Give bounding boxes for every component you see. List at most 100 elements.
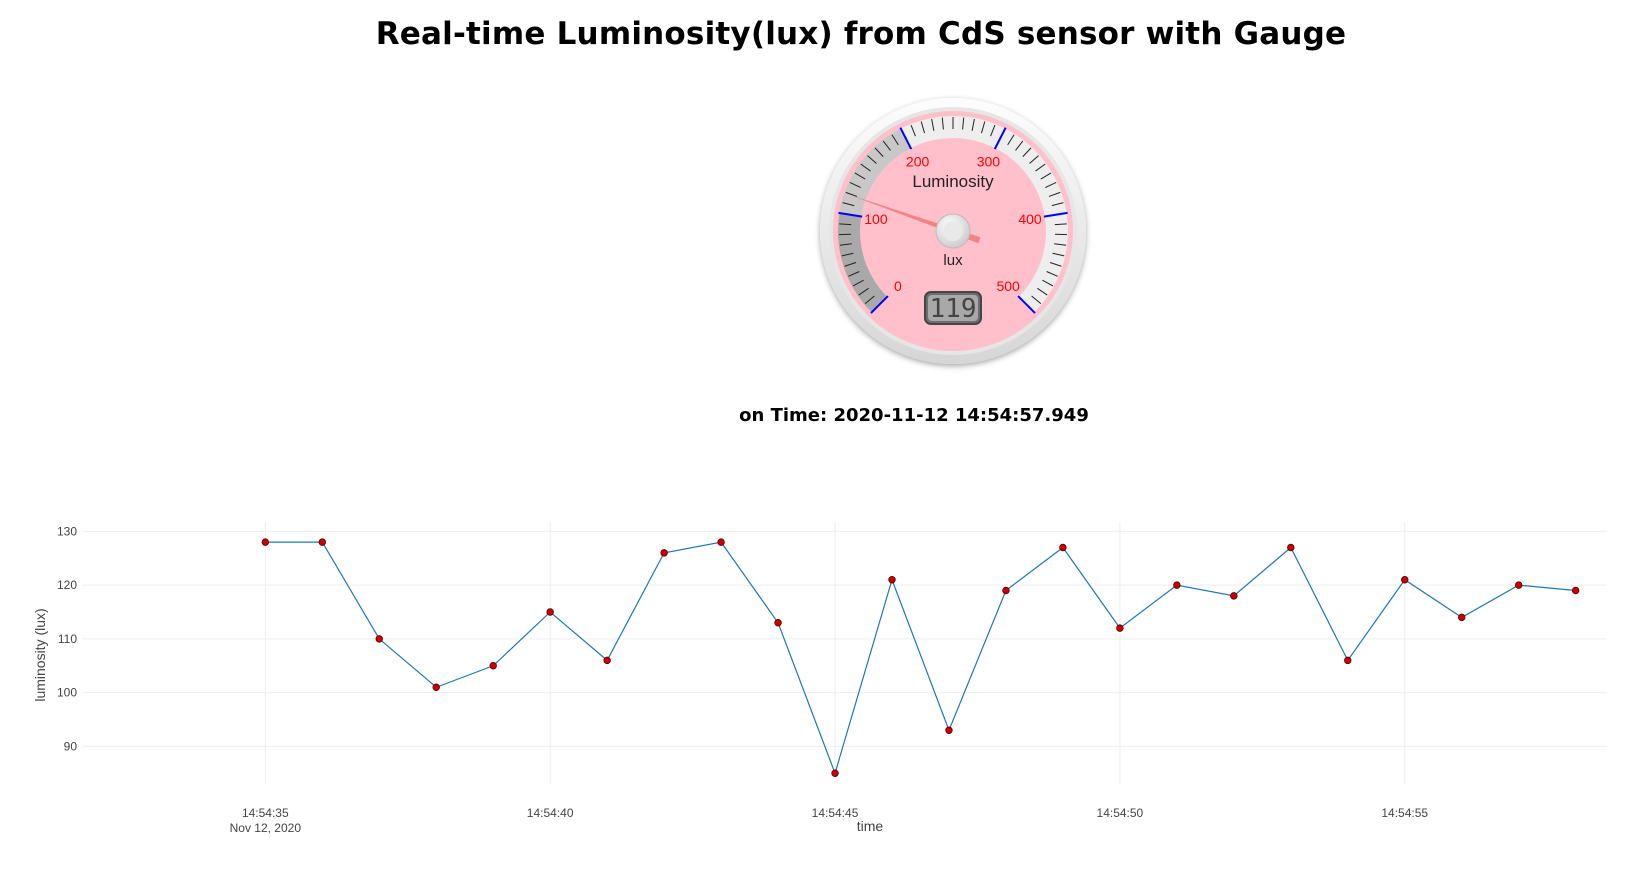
gauge-minor-tick [852,279,864,287]
gauge-major-tick [993,127,1007,150]
y-tick-label: 120 [57,578,77,592]
gauge-tick-label: 200 [906,154,930,170]
gauge-minor-tick [1037,287,1048,296]
gauge-hub-cap [943,221,963,241]
gauge-minor-tick [1048,191,1061,197]
luminosity-gauge: 0 100 200 300 400 500 Luminosity lux 119 [820,98,1086,364]
x-tick-label: 14:54:55 [1381,806,1428,820]
data-point [831,769,839,777]
gauge-minor-tick [1049,262,1062,267]
gauge-minor-tick [1035,163,1046,172]
data-point [1059,543,1067,552]
gauge-tick-label: 400 [1018,211,1042,227]
gauge-value-text: 119 [930,294,977,324]
data-point [660,549,668,557]
y-tick-label: 110 [58,632,77,646]
data-point [1344,656,1352,665]
gauge-minor-tick [1051,202,1064,207]
y-axis-title: luminosity (lux) [32,608,48,701]
gauge-major-tick [838,211,863,218]
data-point [1571,586,1580,595]
gauge-minor-tick [845,191,858,197]
gauge-minor-tick [891,134,899,146]
page-title: Real-time Luminosity(lux) from CdS senso… [375,16,1347,52]
x-tick-label: 14:54:35 [242,806,289,820]
gauge-units: lux [943,252,963,269]
gauge-minor-tick [844,262,857,267]
data-point [1458,613,1466,622]
timestamp-line: on Time: 2020-11-12 14:54:57.949 [0,405,1642,426]
gauge-minor-tick [854,172,866,180]
gauge-minor-tick [1042,279,1054,287]
data-point [1230,592,1238,600]
gauge-minor-tick [1054,243,1067,246]
gauge-minor-tick [910,124,916,137]
gauge-tick-label: 0 [894,278,902,294]
gauge-title: Luminosity [912,172,994,191]
data-point [1173,581,1181,589]
gauge-major-tick [899,127,913,150]
x-tick-label: 14:54:50 [1097,806,1144,820]
y-tick-label: 100 [57,686,77,700]
gauge-minor-tick [860,163,871,172]
data-point [489,662,497,670]
gauge-value-box-inner [928,295,978,321]
gauge-minor-tick [841,252,854,257]
data-point [1116,624,1124,632]
x-axis-title: time [857,818,884,834]
data-point [1514,581,1523,589]
gauge-minor-tick [882,140,891,151]
gauge-minor-tick [874,147,884,157]
data-point [1287,543,1295,552]
x-tick-label: 14:54:45 [812,806,859,820]
data-point [546,608,554,616]
data-point [432,683,440,691]
gauge-minor-tick [839,223,852,226]
gauge-minor-tick [1040,172,1052,180]
data-point [774,619,782,627]
timestamp-label: on Time: [739,405,828,426]
gauge-minor-tick [1029,155,1039,164]
gauge-minor-tick [1052,252,1065,257]
gauge-tick-label: 500 [996,278,1020,294]
gauge-minor-tick [864,295,875,305]
gauge-minor-tick [849,182,861,189]
gauge-minor-tick [1031,295,1042,305]
x-tick-sublabel: Nov 12, 2020 [230,821,302,835]
gauge-tick-label: 300 [977,154,1001,170]
gauge-major-tick [870,295,889,314]
data-point [888,576,896,584]
gauge-minor-tick [980,121,986,134]
gauge-minor-tick [867,155,877,164]
gauge-minor-tick [858,287,869,296]
gauge-minor-tick [1007,134,1015,146]
gauge-minor-tick [1022,147,1032,157]
data-point [717,538,725,546]
x-tick-label: 14:54:40 [527,806,574,820]
gauge-tick-label: 100 [864,211,888,227]
gauge-minor-tick [839,243,852,246]
timestamp-value: 2020-11-12 14:54:57.949 [833,405,1089,426]
data-point [375,635,383,643]
gauge-minor-tick [1046,271,1058,277]
gauge-minor-tick [1045,182,1057,189]
gauge-minor-tick [990,124,996,137]
y-tick-label: 130 [57,524,77,538]
data-point [1002,586,1010,595]
data-point [603,656,611,665]
data-point [261,538,270,546]
y-tick-label: 90 [64,739,78,753]
gauge-minor-tick [848,271,860,277]
gauge-minor-tick [971,118,975,131]
data-point [318,538,326,546]
gauge-minor-tick [920,121,926,134]
series-line [265,541,1576,776]
gauge-minor-tick [931,118,935,131]
data-point [945,726,953,734]
gauge-major-tick [1043,211,1068,218]
gauge-minor-tick [941,117,944,130]
data-point [1401,576,1409,584]
gauge-minor-tick [1015,140,1024,151]
gauge-minor-tick [962,117,965,130]
